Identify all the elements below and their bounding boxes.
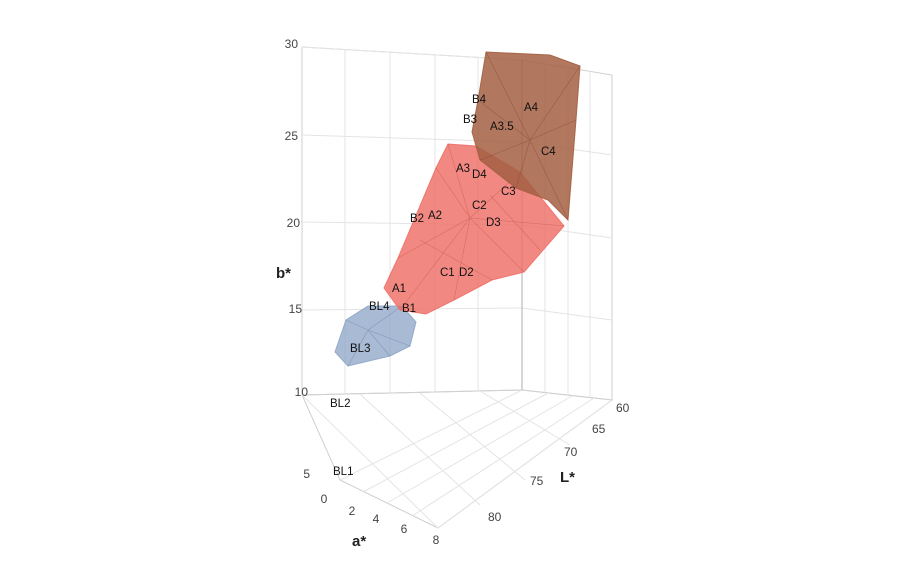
point-label-D4: D4 [472,169,487,181]
point-label-BL4: BL4 [369,301,390,313]
point-label-C1: C1 [440,267,455,279]
point-label-A1: A1 [392,283,406,295]
hull-brown [471,51,581,222]
hull-blue [334,305,417,367]
L-axis-title: L* [560,469,575,486]
point-label-B1: B1 [402,303,416,315]
point-label-BL1: BL1 [333,466,353,478]
b-tick: 5 [303,467,310,481]
point-label-D3: D3 [486,217,501,229]
point-label-B2: B2 [410,213,424,225]
point-labels: BL1 BL2 BL3 BL4 B1 A1 C1 D2 B2 A2 D3 C2 … [330,94,556,478]
L-tick: 75 [530,474,544,488]
a-axis-ticks: 0 2 4 6 8 [321,492,440,547]
b-tick: 15 [289,302,303,316]
point-label-BL3: BL3 [350,343,370,355]
b-tick: 25 [285,129,299,143]
L-tick: 65 [592,422,606,436]
b-axis-ticks: 30 25 20 15 10 5 [285,37,311,481]
a-tick: 2 [349,504,356,518]
b-tick: 30 [285,37,299,51]
b-tick: 10 [295,385,309,399]
floor-grid [301,389,614,529]
point-label-A2: A2 [428,210,442,222]
L-tick: 60 [616,401,630,415]
L-axis-ticks: 60 65 70 75 80 [488,401,630,524]
b-axis-title: b* [276,265,291,282]
point-label-B3: B3 [463,114,477,126]
point-label-BL2: BL2 [330,398,350,410]
point-label-A3: A3 [456,163,470,175]
a-tick: 8 [433,533,440,547]
a-tick: 0 [321,492,328,506]
L-tick: 70 [564,445,578,459]
point-label-D2: D2 [459,267,474,279]
a-axis-title: a* [352,533,366,550]
a-tick: 6 [401,522,408,536]
a-tick: 4 [373,512,380,526]
point-label-B4: B4 [472,94,487,106]
point-label-A4: A4 [524,102,539,114]
point-label-A3.5: A3.5 [490,121,514,133]
L-tick: 80 [488,510,502,524]
point-label-C4: C4 [541,146,556,158]
b-tick: 20 [287,216,301,230]
point-label-C3: C3 [501,186,516,198]
point-label-C2: C2 [472,200,487,212]
